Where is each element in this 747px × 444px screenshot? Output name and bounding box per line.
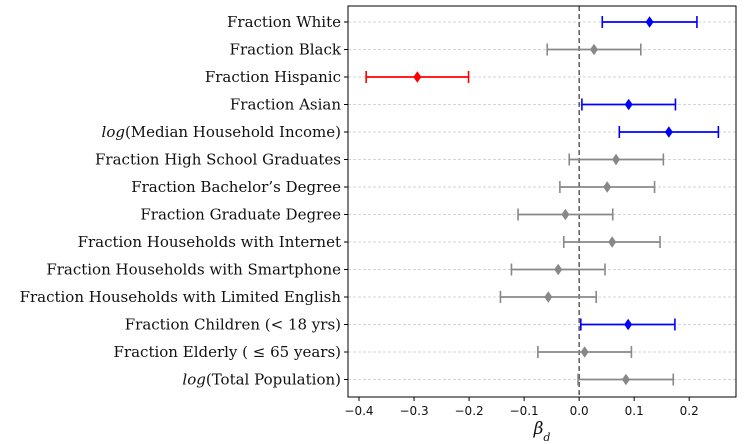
x-axis: −0.4 −0.3 −0.2 −0.1 0.0 0.1 0.2 — [344, 21, 699, 418]
estimate-row — [510, 263, 606, 276]
point-estimate-marker — [645, 16, 654, 28]
estimate-row — [601, 16, 698, 28]
estimate-row — [365, 71, 470, 83]
category-label: Fraction High School Graduates — [95, 151, 341, 169]
category-label: Fraction Hispanic — [205, 68, 341, 86]
point-estimate-marker — [624, 98, 633, 111]
category-label: Fraction Households with Internet — [78, 233, 341, 251]
estimate-row — [579, 318, 676, 331]
category-label: Fraction White — [227, 13, 341, 31]
category-label: Fraction Black — [230, 41, 342, 59]
estimate-row — [499, 291, 598, 303]
estimate-row — [618, 126, 720, 138]
x-tick-label: −0.4 — [344, 404, 373, 418]
point-estimate-marker — [554, 263, 563, 276]
category-label: log(Total Population) — [182, 371, 341, 389]
point-estimate-marker — [413, 71, 422, 83]
x-tick-label: 0.1 — [625, 404, 644, 418]
point-estimate-marker — [603, 181, 612, 193]
estimate-row — [537, 346, 633, 358]
category-label: Fraction Graduate Degree — [140, 206, 341, 224]
plot-frame — [347, 5, 737, 398]
estimate-row — [559, 181, 656, 193]
x-axis-label: βd — [533, 419, 551, 444]
estimate-row — [581, 98, 677, 111]
estimate-row — [568, 153, 665, 166]
point-estimate-marker — [608, 236, 617, 248]
point-estimate-marker — [612, 153, 621, 166]
point-estimate-marker — [624, 318, 633, 331]
estimate-row — [546, 43, 642, 56]
point-estimate-marker — [561, 208, 570, 221]
x-tick-label: −0.1 — [510, 404, 539, 418]
x-tick-label: 0.0 — [570, 404, 589, 418]
category-label: Fraction Asian — [230, 96, 341, 114]
category-label: log(Median Household Income) — [102, 123, 341, 141]
estimate-row — [562, 236, 661, 248]
category-labels: Fraction White Fraction Black Fraction His… — [20, 13, 342, 389]
category-label: Fraction Households with Limited English — [20, 288, 342, 306]
estimate-row — [577, 373, 675, 386]
point-estimate-marker — [621, 373, 630, 386]
category-label: Fraction Households with Smartphone — [46, 261, 341, 279]
grid-layer — [348, 21, 736, 380]
estimate-marks — [365, 16, 720, 386]
point-estimate-marker — [580, 346, 589, 358]
x-tick-label: −0.3 — [399, 404, 428, 418]
point-estimate-marker — [590, 43, 598, 56]
point-estimate-marker — [664, 126, 673, 138]
point-estimate-marker — [544, 291, 553, 303]
category-label: Fraction Elderly ( ≤ 65 years) — [114, 343, 341, 361]
category-label: Fraction Bachelor’s Degree — [131, 178, 341, 196]
estimate-row — [517, 208, 614, 221]
x-tick-label: −0.2 — [455, 404, 484, 418]
category-label: Fraction Children (< 18 yrs) — [125, 316, 341, 334]
x-tick-label: 0.2 — [680, 404, 699, 418]
